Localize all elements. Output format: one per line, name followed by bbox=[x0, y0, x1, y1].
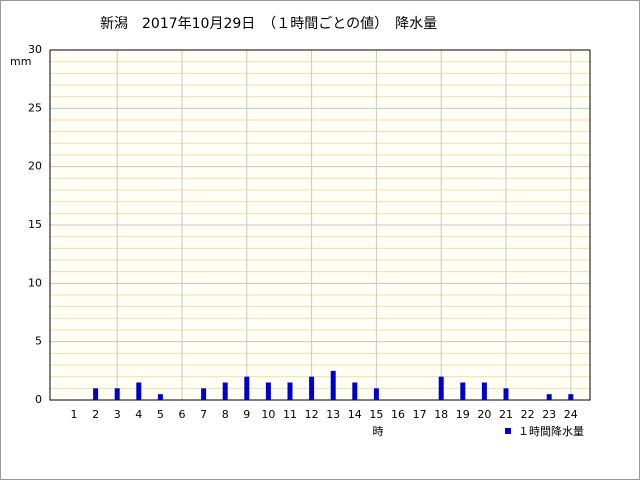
x-tick-label: 10 bbox=[261, 408, 275, 421]
x-tick-label: 14 bbox=[348, 408, 362, 421]
bar bbox=[265, 382, 271, 400]
x-tick-label: 17 bbox=[413, 408, 427, 421]
bar bbox=[222, 382, 228, 400]
x-axis-label: 時 bbox=[373, 425, 384, 438]
bar bbox=[136, 382, 142, 400]
bar bbox=[201, 388, 207, 400]
bar bbox=[330, 370, 336, 400]
y-axis-label: mm bbox=[10, 55, 31, 68]
x-tick-label: 3 bbox=[114, 408, 121, 421]
y-tick-label: 0 bbox=[35, 393, 42, 406]
bar bbox=[114, 388, 120, 400]
bar bbox=[373, 388, 379, 400]
bar bbox=[93, 388, 99, 400]
y-tick-label: 10 bbox=[28, 276, 42, 289]
plot-border bbox=[49, 49, 591, 401]
x-tick-label: 18 bbox=[434, 408, 448, 421]
bar bbox=[352, 382, 358, 400]
x-tick-label: 6 bbox=[179, 408, 186, 421]
y-tick-label: 5 bbox=[35, 335, 42, 348]
bar bbox=[503, 388, 509, 400]
x-tick-label: 2 bbox=[92, 408, 99, 421]
x-tick-label: 1 bbox=[71, 408, 78, 421]
x-tick-label: 5 bbox=[157, 408, 164, 421]
bar bbox=[460, 382, 466, 400]
legend-swatch bbox=[505, 428, 511, 434]
y-tick-label: 20 bbox=[28, 160, 42, 173]
bar bbox=[481, 382, 487, 400]
x-tick-label: 21 bbox=[499, 408, 513, 421]
bar bbox=[244, 376, 250, 400]
x-tick-label: 19 bbox=[456, 408, 470, 421]
x-tick-label: 13 bbox=[326, 408, 340, 421]
bar bbox=[568, 394, 574, 400]
legend-label: １時間降水量 bbox=[518, 424, 584, 438]
bar bbox=[157, 394, 163, 400]
chart-title: 新潟 2017年10月29日 （１時間ごとの値） 降水量 bbox=[100, 16, 437, 32]
x-tick-label: 16 bbox=[391, 408, 405, 421]
x-tick-label: 22 bbox=[521, 408, 535, 421]
bar bbox=[546, 394, 552, 400]
x-tick-label: 11 bbox=[283, 408, 297, 421]
bar bbox=[438, 376, 444, 400]
x-tick-label: 7 bbox=[200, 408, 207, 421]
x-tick-label: 4 bbox=[135, 408, 142, 421]
y-tick-label: 30 bbox=[28, 43, 42, 56]
x-tick-label: 20 bbox=[477, 408, 491, 421]
bar bbox=[287, 382, 293, 400]
x-tick-label: 9 bbox=[243, 408, 250, 421]
y-tick-label: 15 bbox=[28, 218, 42, 231]
x-tick-label: 23 bbox=[542, 408, 556, 421]
x-tick-label: 24 bbox=[564, 408, 578, 421]
x-tick-label: 12 bbox=[305, 408, 319, 421]
x-tick-label: 15 bbox=[369, 408, 383, 421]
bar bbox=[309, 376, 315, 400]
x-tick-label: 8 bbox=[222, 408, 229, 421]
y-tick-label: 25 bbox=[28, 101, 42, 114]
